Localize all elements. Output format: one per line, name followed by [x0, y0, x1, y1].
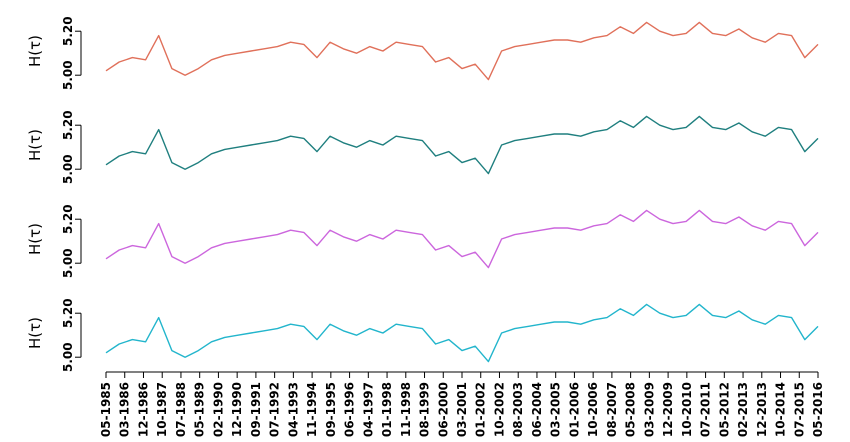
series-line-3 [105, 209, 819, 269]
x-tick-label: 07-2015 [792, 382, 806, 437]
x-tick-label: 02-2013 [736, 382, 750, 437]
x-tick-label: 07-2011 [699, 382, 713, 437]
y-axis-label: H(τ) [26, 129, 44, 161]
x-tick-label: 10-2006 [586, 382, 600, 437]
x-tick-label: 06-2004 [530, 382, 544, 437]
x-tick-label: 08-1999 [418, 382, 432, 437]
y-axis-label: H(τ) [26, 317, 44, 349]
x-tick-label: 08-2003 [511, 382, 525, 437]
series-line-1 [105, 21, 819, 81]
x-tick-label: 03-2005 [549, 382, 563, 437]
x-tick-label: 05-2016 [811, 382, 825, 437]
x-tick-label: 12-2009 [661, 382, 675, 437]
x-tick-label: 08-2007 [605, 382, 619, 437]
x-tick-label: 01-2002 [474, 382, 488, 437]
y-tick-label: 5.20 [61, 298, 75, 328]
x-tick-label: 06-2000 [436, 382, 450, 437]
x-tick-label: 09-1995 [324, 382, 338, 437]
panel-1: 5.00 5.20 H(τ) [26, 16, 819, 90]
y-tick-label: 5.20 [61, 204, 75, 234]
x-tick-label: 03-2009 [642, 382, 656, 437]
x-tick-label: 01-2006 [567, 382, 581, 437]
x-tick-label: 10-2014 [774, 382, 788, 437]
y-tick-label: 5.20 [61, 16, 75, 46]
y-tick-label: 5.00 [61, 154, 75, 184]
x-tick-label: 07-1992 [268, 382, 282, 437]
x-tick-label: 04-1993 [286, 382, 300, 437]
y-tick-label: 5.00 [61, 248, 75, 278]
x-axis: 05-1985 03-1986 12-1986 10-1987 07-1988 05-19… [99, 371, 825, 437]
x-tick-label: 05-2008 [624, 382, 638, 437]
x-tick-label: 12-1986 [136, 382, 150, 437]
x-tick-label: 10-2010 [680, 382, 694, 437]
x-tick-label: 12-1990 [230, 382, 244, 437]
x-tick-label: 10-1987 [155, 382, 169, 437]
panel-3: 5.00 5.20 H(τ) [26, 204, 819, 278]
x-tick-label: 06-1996 [343, 382, 357, 437]
x-tick-label: 11-1994 [305, 382, 319, 437]
x-tick-label: 05-1989 [193, 382, 207, 437]
x-tick-label: 10-2002 [492, 382, 506, 437]
y-axis-label: H(τ) [26, 223, 44, 255]
x-tick-label: 09-1991 [249, 382, 263, 437]
x-tick-label: 05-2012 [717, 382, 731, 437]
y-tick-label: 5.00 [61, 342, 75, 372]
y-tick-label: 5.00 [61, 60, 75, 90]
y-tick-label: 5.20 [61, 110, 75, 140]
x-tick-label: 12-2013 [755, 382, 769, 437]
x-tick-label: 11-1998 [399, 382, 413, 437]
x-tick-label: 03-1986 [118, 382, 132, 437]
x-tick-label: 07-1988 [174, 382, 188, 437]
x-tick-label: 05-1985 [99, 382, 113, 437]
panel-2: 5.00 5.20 H(τ) [26, 110, 819, 184]
x-tick-label: 01-1998 [380, 382, 394, 437]
panel-4: 5.00 5.20 H(τ) [26, 298, 819, 372]
x-tick-label: 02-1990 [211, 382, 225, 437]
series-line-2 [105, 115, 819, 175]
x-tick-label: 04-1997 [361, 382, 375, 437]
y-axis-label: H(τ) [26, 35, 44, 67]
x-tick-label: 03-2001 [455, 382, 469, 437]
series-line-4 [105, 303, 819, 363]
